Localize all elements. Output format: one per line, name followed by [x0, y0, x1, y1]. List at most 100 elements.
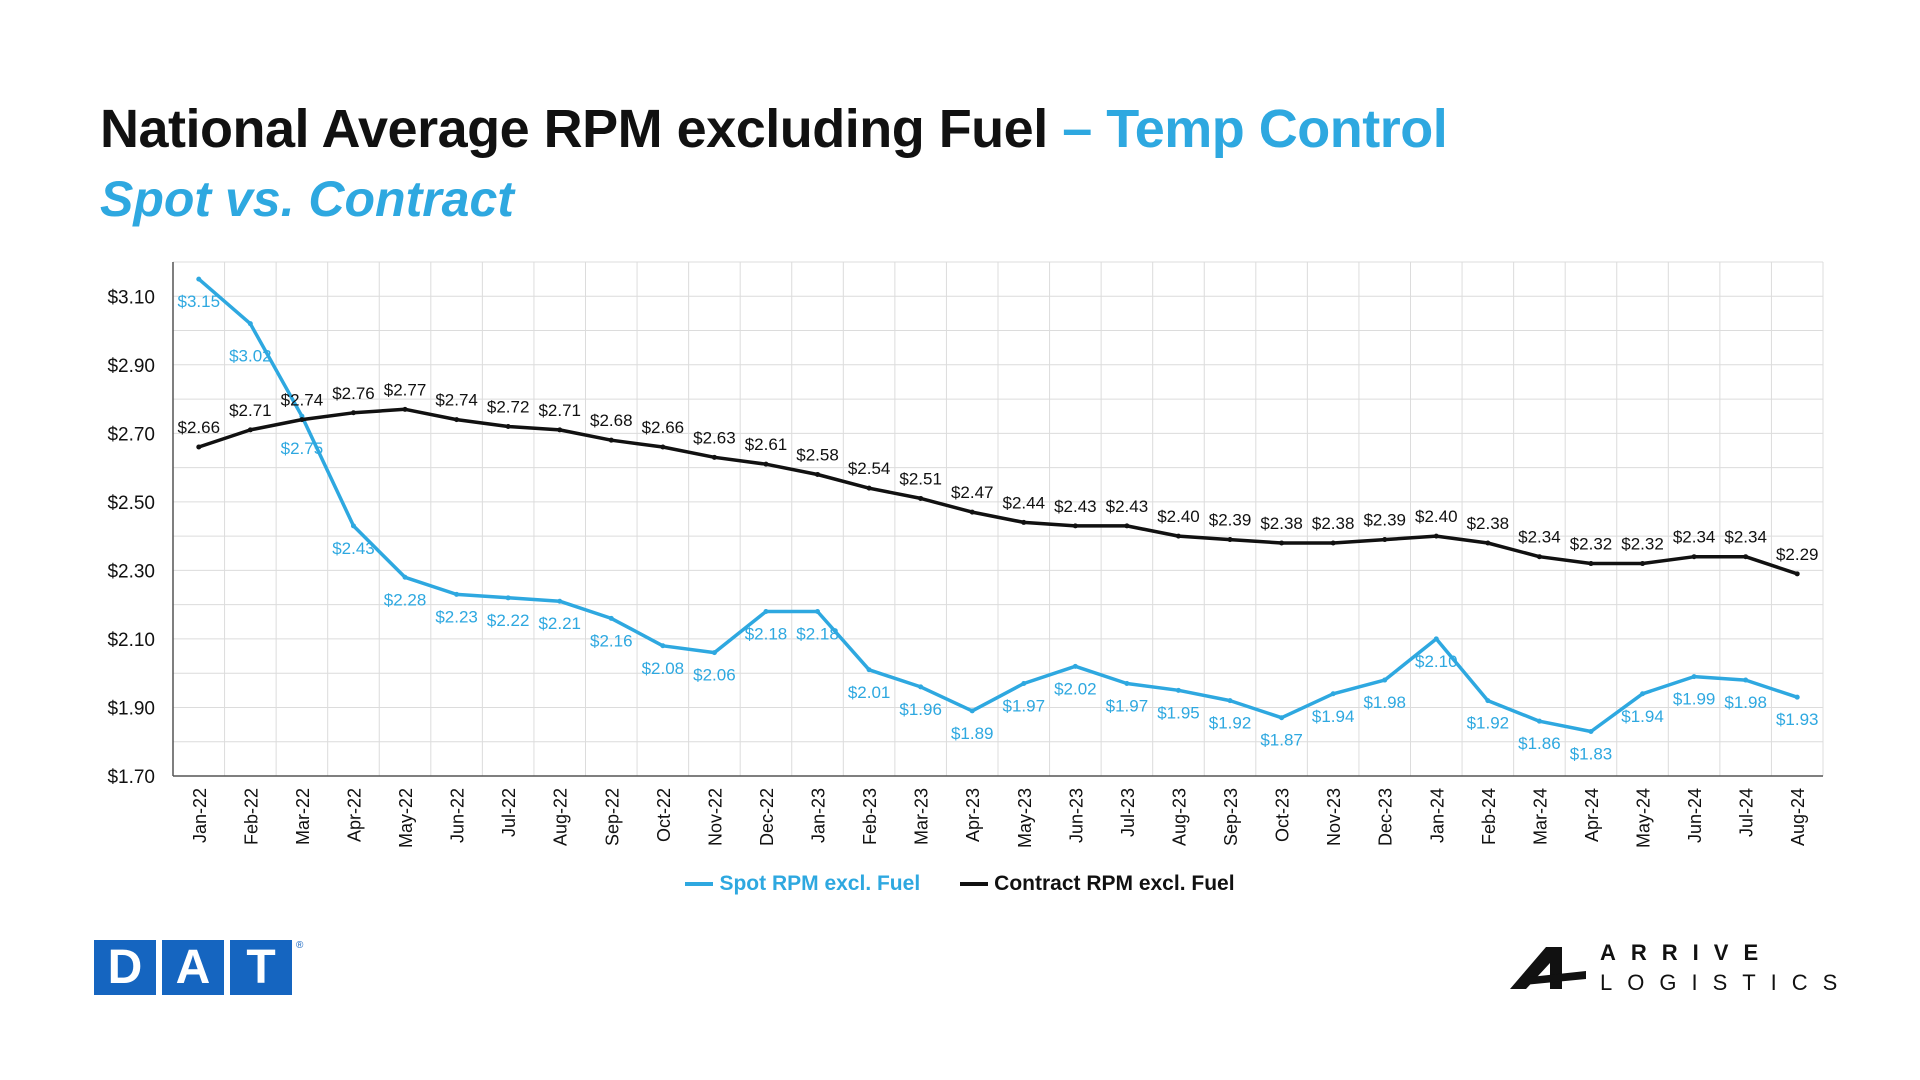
y-tick-label: $2.50 — [107, 493, 155, 514]
spot-data-point — [1640, 691, 1646, 697]
legend-swatch-spot — [685, 882, 714, 886]
spot-data-point — [299, 413, 305, 419]
x-tick-label: Apr-22 — [344, 788, 364, 842]
arrive-logo-text: ARRIVE LOGISTICS — [1600, 940, 1852, 996]
contract-data-label: $2.40 — [1157, 507, 1200, 526]
x-tick-label: Oct-23 — [1273, 788, 1293, 842]
registered-mark: ® — [296, 940, 304, 951]
contract-data-label: $2.77 — [384, 380, 427, 399]
contract-data-label: $2.66 — [178, 418, 221, 437]
contract-data-label: $2.43 — [1054, 497, 1097, 516]
x-tick-label: May-23 — [1015, 788, 1035, 848]
spot-data-label: $3.15 — [178, 292, 221, 311]
spot-data-point — [866, 667, 872, 673]
spot-data-point — [1743, 677, 1749, 683]
legend-swatch-contract — [960, 882, 989, 886]
spot-data-point — [247, 321, 253, 327]
y-tick-label: $3.10 — [107, 287, 155, 308]
contract-data-label: $2.47 — [951, 483, 994, 502]
contract-data-point — [1072, 523, 1078, 529]
x-tick-label: Jan-24 — [1427, 788, 1447, 843]
x-tick-label: Jan-22 — [190, 788, 210, 843]
spot-data-label: $2.16 — [590, 631, 633, 650]
contract-data-point — [505, 423, 511, 429]
spot-data-point — [350, 523, 356, 529]
contract-data-label: $2.38 — [1312, 514, 1355, 533]
y-tick-label: $2.30 — [107, 561, 155, 582]
spot-data-point — [1330, 691, 1336, 697]
contract-data-label: $2.38 — [1467, 514, 1510, 533]
spot-data-label: $1.94 — [1621, 707, 1664, 726]
spot-data-point — [660, 643, 666, 649]
contract-data-label: $2.29 — [1776, 545, 1819, 564]
x-tick-label: Nov-23 — [1324, 788, 1344, 846]
contract-data-point — [1227, 537, 1233, 543]
spot-data-label: $2.10 — [1415, 652, 1458, 671]
contract-data-point — [866, 485, 872, 491]
spot-data-point — [1794, 694, 1800, 700]
y-tick-label: $1.70 — [107, 767, 155, 788]
contract-data-point — [918, 495, 924, 501]
spot-data-point — [1691, 674, 1697, 680]
contract-data-point — [1485, 540, 1491, 546]
contract-data-label: $2.71 — [538, 401, 581, 420]
spot-data-point — [196, 276, 202, 282]
arrive-logistics-logo: ARRIVE LOGISTICS — [1510, 940, 1852, 996]
y-tick-label: $1.90 — [107, 698, 155, 719]
spot-data-point — [505, 595, 511, 601]
contract-data-point — [711, 454, 717, 460]
contract-data-point — [1743, 554, 1749, 560]
legend-item-spot: Spot RPM excl. Fuel — [685, 872, 920, 896]
contract-data-label: $2.32 — [1621, 535, 1664, 554]
spot-data-point — [1485, 698, 1491, 704]
contract-data-point — [350, 410, 356, 416]
spot-data-point — [1536, 718, 1542, 724]
x-tick-label: May-22 — [396, 788, 416, 848]
contract-data-label: $2.39 — [1209, 511, 1252, 530]
contract-data-point — [1021, 519, 1027, 525]
chart-title-accent: – Temp Control — [1047, 99, 1448, 159]
spot-data-label: $1.98 — [1724, 693, 1767, 712]
spot-data-label: $1.86 — [1518, 734, 1561, 753]
contract-data-point — [1691, 554, 1697, 560]
spot-data-label: $2.18 — [745, 625, 788, 644]
legend-item-contract: Contract RPM excl. Fuel — [960, 872, 1235, 896]
x-tick-label: Dec-23 — [1376, 788, 1396, 846]
contract-data-point — [557, 427, 563, 433]
contract-data-label: $2.34 — [1518, 528, 1561, 547]
spot-data-label: $1.92 — [1467, 714, 1510, 733]
x-tick-label: Feb-23 — [860, 788, 880, 845]
spot-data-label: $2.75 — [281, 439, 324, 458]
contract-data-label: $2.34 — [1724, 528, 1767, 547]
spot-data-label: $2.23 — [435, 607, 478, 626]
spot-data-label: $2.22 — [487, 611, 530, 630]
chart-legend: Spot RPM excl. Fuel Contract RPM excl. F… — [0, 872, 1920, 896]
spot-data-label: $1.95 — [1157, 703, 1200, 722]
x-tick-label: Jun-24 — [1685, 788, 1705, 843]
x-tick-label: Feb-22 — [241, 788, 261, 845]
contract-data-point — [608, 437, 614, 443]
spot-data-label: $1.93 — [1776, 710, 1819, 729]
x-tick-label: Jul-24 — [1737, 788, 1757, 837]
x-tick-label: Jun-23 — [1066, 788, 1086, 843]
spot-data-point — [1227, 698, 1233, 704]
spot-data-point — [454, 591, 460, 597]
y-tick-label: $2.10 — [107, 630, 155, 651]
contract-series-line — [198, 407, 1798, 576]
dat-logo-letter: A — [162, 940, 224, 995]
spot-data-point — [1072, 663, 1078, 669]
contract-data-label: $2.43 — [1106, 497, 1149, 516]
x-tick-label: Jun-22 — [448, 788, 468, 843]
spot-data-label: $2.21 — [538, 614, 581, 633]
spot-data-label: $1.94 — [1312, 707, 1355, 726]
spot-data-label: $3.02 — [229, 347, 272, 366]
chart-title: National Average RPM excluding Fuel – Te… — [100, 98, 1448, 160]
chart-subtitle: Spot vs. Contract — [100, 171, 514, 227]
contract-data-label: $2.58 — [796, 445, 839, 464]
spot-data-label: $2.06 — [693, 666, 736, 685]
x-tick-label: Aug-24 — [1788, 788, 1808, 846]
spot-data-label: $1.87 — [1260, 731, 1303, 750]
contract-data-label: $2.72 — [487, 397, 530, 416]
x-tick-label: Mar-22 — [293, 788, 313, 845]
